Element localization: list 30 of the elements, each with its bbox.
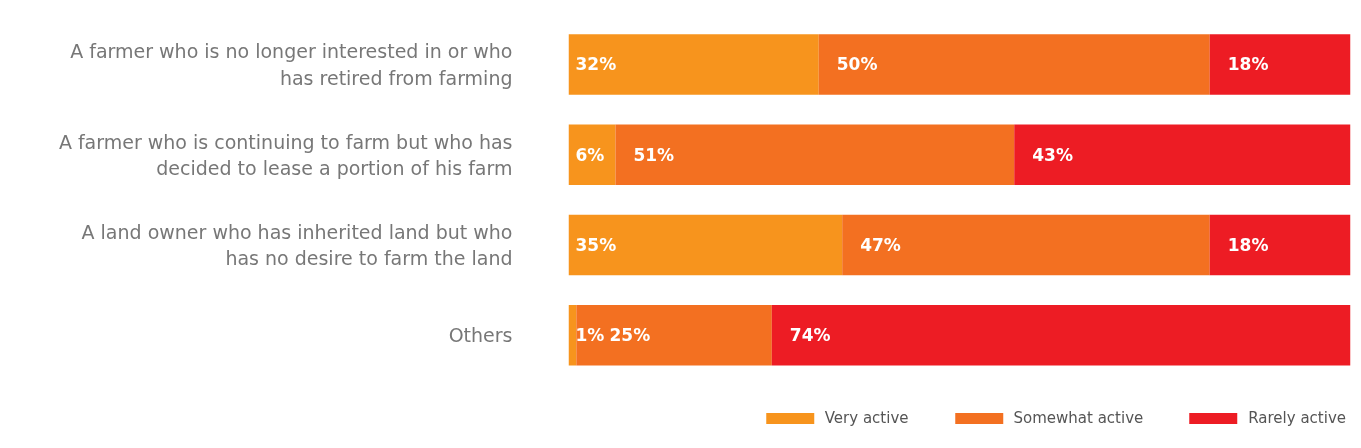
bar — [568, 214, 843, 276]
data-label: 35% — [575, 235, 617, 256]
data-label: 1% — [575, 325, 605, 346]
y-tick-label: Others — [448, 324, 513, 347]
data-label: 43% — [1032, 144, 1073, 165]
y-tick-label: A farmer who is no longer interested in or who has retired from farming — [70, 40, 513, 89]
bar — [576, 305, 772, 366]
data-label: 18% — [1227, 235, 1269, 256]
bar — [842, 214, 1210, 276]
data-label: 47% — [860, 235, 901, 256]
bar — [1209, 214, 1351, 276]
legend-label: Very active — [824, 409, 909, 427]
data-label: 25% — [609, 325, 651, 346]
data-label: 6% — [575, 144, 605, 165]
bar — [1014, 124, 1351, 186]
data-label: 18% — [1227, 54, 1269, 75]
bar — [568, 305, 577, 366]
data-label: 32% — [575, 54, 617, 75]
legend-label: Rarely active — [1248, 409, 1346, 427]
data-label: 50% — [836, 54, 878, 75]
y-tick-label: A farmer who is continuing to farm but who has decided to lease a portion of his farm — [58, 130, 513, 179]
bar — [771, 305, 1351, 366]
bar — [568, 34, 819, 95]
bar — [1209, 34, 1351, 95]
data-label: 51% — [633, 144, 675, 165]
y-tick-label: A land owner who has inherited land but who has no desire to farm the land — [81, 220, 513, 270]
bar — [818, 34, 1210, 95]
bar — [615, 124, 1015, 186]
legend-label: Somewhat active — [1013, 409, 1144, 427]
data-label: 74% — [789, 325, 831, 346]
